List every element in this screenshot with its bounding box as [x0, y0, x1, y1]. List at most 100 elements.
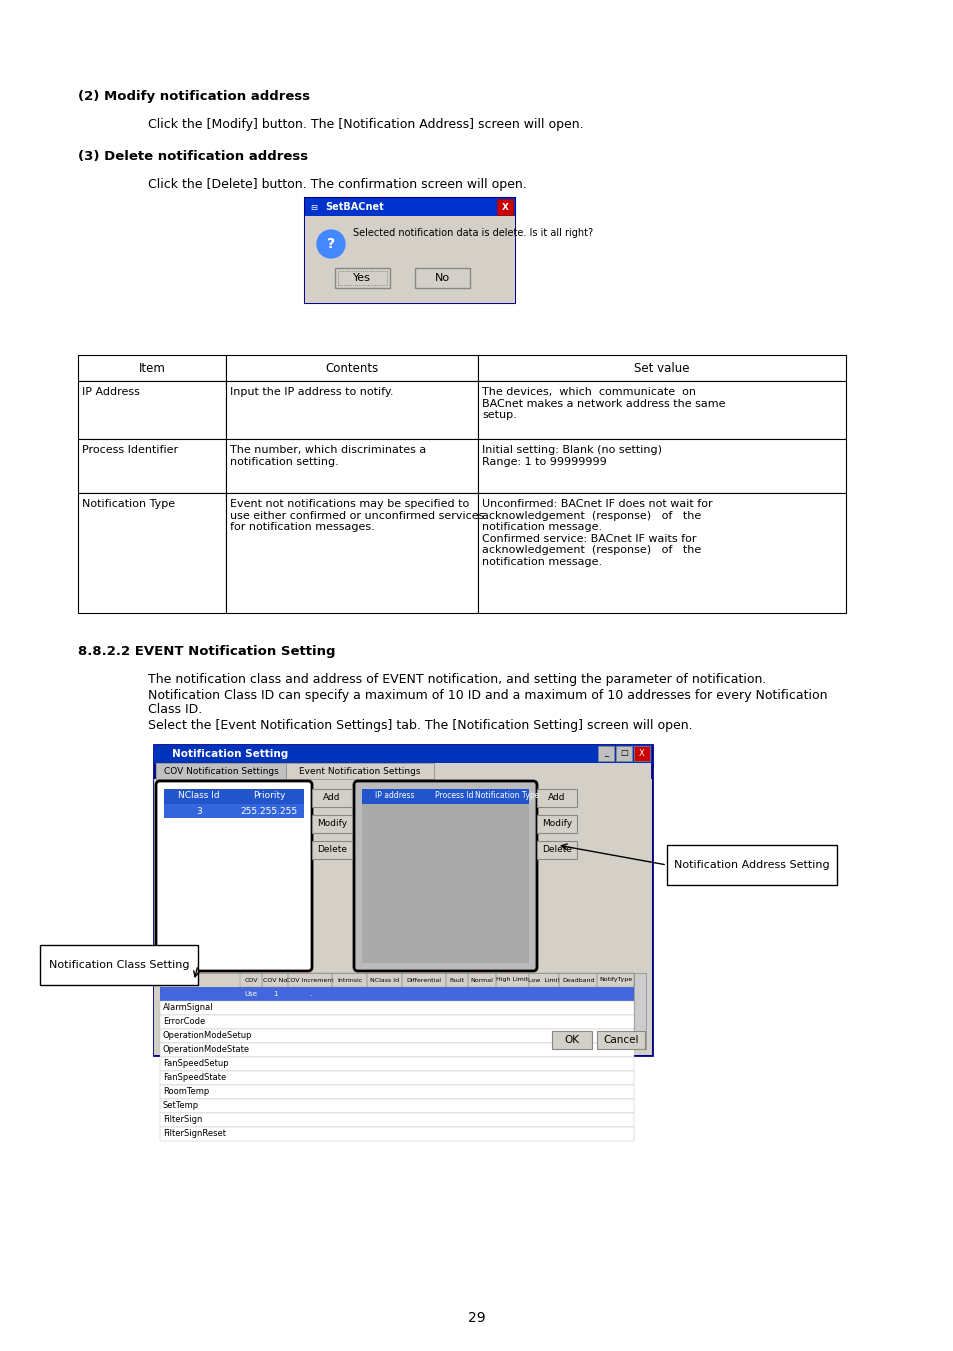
Text: OK: OK [564, 1035, 578, 1046]
Text: Modify: Modify [316, 820, 347, 828]
Bar [78, 381, 226, 439]
Text: Delete: Delete [316, 846, 347, 854]
Bar [78, 355, 226, 381]
Text: Intrinsic: Intrinsic [336, 978, 362, 982]
Text: COV Increment: COV Increment [286, 978, 334, 982]
Bar [332, 973, 367, 988]
Text: The notification class and address of EVENT notification, and setting the parame: The notification class and address of EV… [148, 673, 765, 686]
Text: FilterSign: FilterSign [163, 1116, 202, 1124]
Text: (2) Modify notification address: (2) Modify notification address [78, 91, 310, 103]
Text: □: □ [619, 748, 627, 758]
Bar [445, 973, 468, 988]
Bar [160, 1029, 634, 1043]
Bar [361, 789, 529, 804]
Text: AlarmSignal: AlarmSignal [163, 1004, 213, 1012]
Bar [335, 267, 390, 288]
Text: Unconfirmed: BACnet IF does not wait for
acknowledgement  (response)   of   the
: Unconfirmed: BACnet IF does not wait for… [481, 499, 712, 567]
Text: (3) Delete notification address: (3) Delete notification address [78, 150, 308, 163]
Bar [361, 804, 529, 963]
Text: Notification Type: Notification Type [82, 499, 175, 509]
Text: ?: ? [327, 236, 335, 251]
Bar [160, 1085, 634, 1098]
Bar [262, 973, 288, 988]
Text: Click the [Modify] button. The [Notification Address] screen will open.: Click the [Modify] button. The [Notifica… [148, 118, 583, 131]
Bar [616, 746, 631, 761]
Text: Notification Class Setting: Notification Class Setting [49, 961, 189, 970]
Text: Click the [Delete] button. The confirmation screen will open.: Click the [Delete] button. The confirmat… [148, 178, 526, 190]
Bar [477, 381, 845, 439]
Bar [160, 988, 634, 1001]
Bar [305, 199, 515, 216]
Text: Selected notification data is delete. Is it all right?: Selected notification data is delete. Is… [353, 228, 593, 238]
Text: X: X [639, 748, 644, 758]
Text: FilterSignReset: FilterSignReset [163, 1129, 226, 1139]
Bar [477, 439, 845, 493]
Text: IP Address: IP Address [82, 386, 140, 397]
Bar [164, 789, 304, 804]
Bar [537, 815, 577, 834]
Text: RoomTemp: RoomTemp [163, 1088, 209, 1097]
Bar [153, 744, 651, 1055]
Bar [537, 789, 577, 807]
Bar [367, 973, 401, 988]
Bar [537, 842, 577, 859]
Text: Select the [Event Notification Settings] tab. The [Notification Setting] screen : Select the [Event Notification Settings]… [148, 719, 692, 732]
Text: Cancel: Cancel [602, 1035, 639, 1046]
Bar [40, 944, 198, 985]
Bar [160, 1001, 634, 1015]
Bar [634, 973, 645, 1048]
Text: SetBACnet: SetBACnet [325, 203, 383, 212]
Circle shape [316, 230, 345, 258]
Text: 1: 1 [273, 992, 277, 997]
Text: 3: 3 [196, 807, 202, 816]
Text: Yes: Yes [353, 273, 371, 282]
Bar [78, 439, 226, 493]
Text: Add: Add [548, 793, 565, 802]
Bar [160, 1015, 634, 1029]
Bar [598, 746, 614, 761]
Text: 8.8.2.2 EVENT Notification Setting: 8.8.2.2 EVENT Notification Setting [78, 644, 335, 658]
Bar [312, 789, 352, 807]
Bar [153, 780, 651, 1055]
Text: NClass Id: NClass Id [178, 792, 219, 801]
Bar [226, 355, 477, 381]
Bar [286, 763, 434, 780]
Bar [305, 216, 515, 303]
Bar [558, 973, 597, 988]
Bar [160, 1043, 634, 1056]
Text: Deadband: Deadband [561, 978, 594, 982]
Text: Differential: Differential [406, 978, 441, 982]
Text: OperationModeSetup: OperationModeSetup [163, 1032, 253, 1040]
Text: X: X [501, 203, 508, 212]
Text: Delete: Delete [541, 846, 572, 854]
Bar [597, 973, 634, 988]
Text: ErrorCode: ErrorCode [163, 1017, 205, 1027]
Text: Low  Limit: Low Limit [528, 978, 559, 982]
Bar [160, 973, 634, 988]
Text: Class ID.: Class ID. [148, 703, 202, 716]
Text: NotifyType: NotifyType [598, 978, 632, 982]
Text: Event not notifications may be specified to
use either confirmed or unconfirmed : Event not notifications may be specified… [230, 499, 484, 532]
Text: The number, which discriminates a
notification setting.: The number, which discriminates a notifi… [230, 444, 426, 466]
Bar [415, 267, 470, 288]
Bar [160, 1071, 634, 1085]
Text: Process Id: Process Id [435, 792, 474, 801]
Bar [226, 439, 477, 493]
Bar [160, 1113, 634, 1127]
Bar [78, 493, 226, 613]
Text: Contents: Contents [325, 362, 378, 374]
Text: Notification Type: Notification Type [475, 792, 539, 801]
Bar [312, 815, 352, 834]
Text: SetTemp: SetTemp [163, 1101, 199, 1111]
Bar [477, 355, 845, 381]
Bar [288, 973, 332, 988]
Text: Add: Add [323, 793, 340, 802]
Text: Priority: Priority [253, 792, 285, 801]
Text: COV: COV [244, 978, 257, 982]
Bar [240, 973, 262, 988]
Text: Item: Item [138, 362, 165, 374]
Bar [156, 763, 286, 780]
Bar [226, 381, 477, 439]
Bar [634, 746, 649, 761]
Bar [160, 1127, 634, 1142]
